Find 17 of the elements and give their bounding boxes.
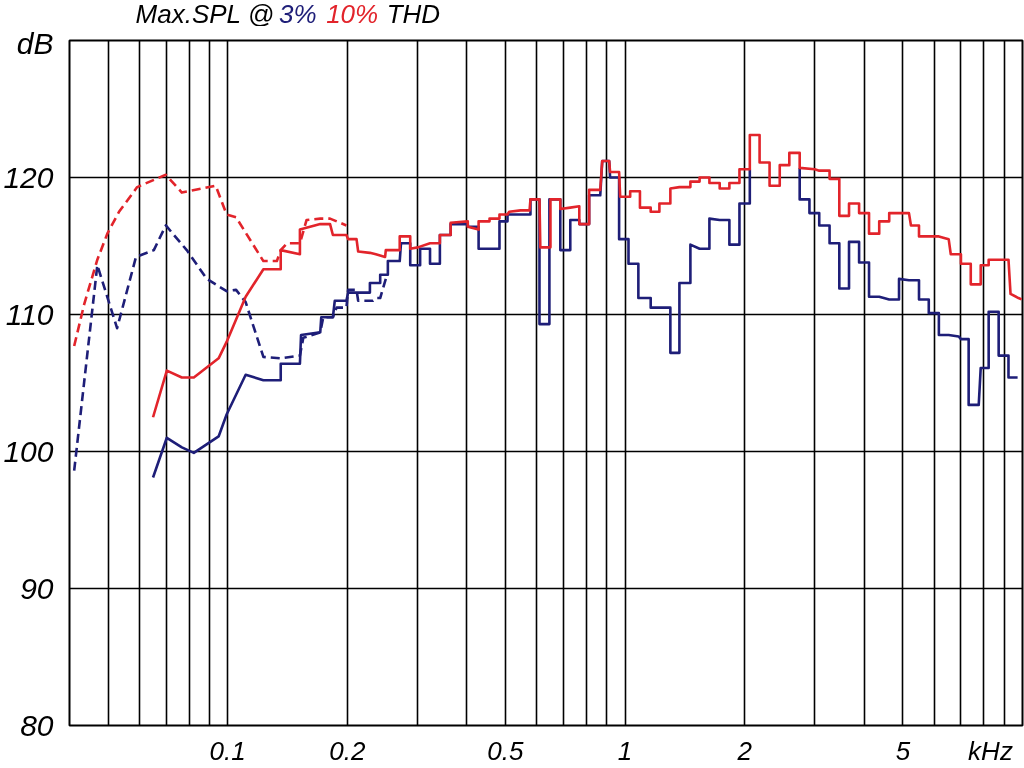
chart-title: Max.SPL @ [135,0,275,29]
x-axis-title: kHz [968,735,1013,766]
x-tick-label: 1 [617,735,633,766]
text: 3% [279,0,317,29]
x-tick-label: 0.5 [487,735,525,766]
x-tick-label: 5 [895,735,911,766]
text: 10% [326,0,379,29]
y-tick-label: 100 [3,435,54,468]
y-tick-label: 110 [5,298,54,331]
y-axis-title: dB [16,26,54,60]
x-tick-label: 2 [736,735,753,766]
y-tick-label: 90 [20,572,54,605]
text: THD [386,0,441,29]
x-tick-label: 0.1 [209,735,246,766]
y-tick-label: 120 [3,161,54,194]
x-tick-label: 0.2 [329,735,366,766]
y-tick-label: 80 [20,709,54,742]
